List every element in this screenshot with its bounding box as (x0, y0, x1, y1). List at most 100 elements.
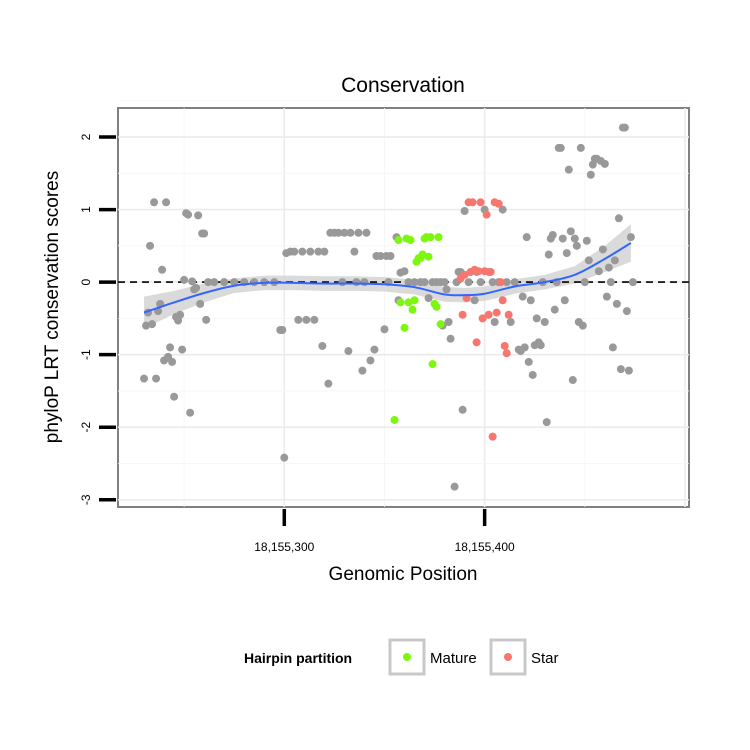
point-mature (408, 305, 417, 314)
point-other (298, 247, 307, 256)
point-star (472, 338, 481, 347)
point-other (294, 315, 303, 324)
point-other (540, 318, 549, 327)
y-tick-label: 2 (79, 133, 93, 140)
y-tick-label: 0 (79, 278, 93, 285)
x-axis: 18,155,300 18,155,400 (254, 509, 515, 554)
point-other (502, 278, 511, 287)
point-other (176, 310, 185, 319)
point-other (614, 214, 623, 223)
point-other (150, 198, 159, 207)
point-other (506, 318, 515, 327)
point-other (354, 228, 363, 237)
point-other (166, 343, 175, 352)
data-points (140, 123, 637, 491)
point-other (278, 325, 287, 334)
point-other (498, 205, 507, 214)
point-other (616, 365, 625, 374)
point-other (488, 278, 497, 287)
point-other (210, 278, 219, 287)
point-other (628, 278, 637, 287)
point-other (230, 278, 239, 287)
point-other (562, 249, 571, 258)
point-other (464, 278, 473, 287)
point-mature (394, 236, 403, 245)
point-other (362, 228, 371, 237)
point-star (478, 314, 487, 323)
legend-swatch-mature (403, 653, 411, 661)
point-other (558, 234, 567, 243)
point-other (568, 376, 577, 385)
legend-label-star: Star (531, 650, 559, 667)
point-other (622, 307, 631, 316)
point-other (490, 318, 499, 327)
point-other (612, 299, 621, 308)
legend-entry-star: Star (489, 638, 559, 676)
point-star (476, 198, 485, 207)
point-other (420, 278, 429, 287)
x-axis-label: Genomic Position (329, 564, 478, 585)
point-other (556, 143, 565, 152)
point-other (184, 210, 193, 219)
legend: Hairpin partition Mature Star (244, 638, 559, 676)
point-other (158, 265, 167, 274)
point-other (550, 305, 559, 314)
point-other (400, 267, 409, 276)
point-star (502, 349, 511, 358)
point-other (168, 357, 177, 366)
point-other (334, 228, 343, 237)
point-other (446, 334, 455, 343)
point-other (386, 251, 395, 260)
point-other (140, 374, 149, 383)
point-other (600, 159, 609, 168)
point-star (504, 310, 513, 319)
point-other (528, 370, 537, 379)
point-other (620, 123, 629, 132)
point-other (220, 278, 229, 287)
point-mature (390, 415, 399, 424)
point-other (148, 320, 157, 329)
point-other (338, 278, 347, 287)
point-other (314, 247, 323, 256)
point-star (484, 310, 493, 319)
point-other (440, 278, 449, 287)
point-other (162, 198, 171, 207)
point-mature (434, 233, 443, 242)
point-other (594, 267, 603, 276)
point-other (510, 278, 519, 287)
point-other (202, 315, 211, 324)
point-star (468, 198, 477, 207)
point-other (570, 234, 579, 243)
point-other (572, 241, 581, 250)
point-other (564, 165, 573, 174)
point-other (524, 357, 533, 366)
point-other (346, 228, 355, 237)
point-other (522, 233, 531, 242)
point-star (492, 308, 501, 317)
point-mature (400, 323, 409, 332)
point-other (404, 278, 413, 287)
point-other (192, 283, 201, 292)
chart-title: Conservation (341, 74, 465, 97)
y-tick-label: -1 (79, 349, 93, 360)
point-star (482, 210, 491, 219)
point-other (358, 366, 367, 375)
point-other (624, 366, 633, 375)
point-other (318, 341, 327, 350)
point-other (476, 278, 485, 287)
point-other (340, 228, 349, 237)
point-mature (424, 252, 433, 261)
point-other (606, 278, 615, 287)
point-other (196, 299, 205, 308)
point-other (250, 278, 259, 287)
point-other (360, 278, 369, 287)
point-other (302, 315, 311, 324)
point-mature (432, 302, 441, 311)
point-other (352, 278, 361, 287)
point-star (458, 310, 467, 319)
point-other (610, 256, 619, 265)
point-other (578, 321, 587, 330)
y-axis-label: phyloP LRT conservation scores (42, 171, 63, 444)
x-tick-label: 18,155,400 (455, 540, 515, 554)
